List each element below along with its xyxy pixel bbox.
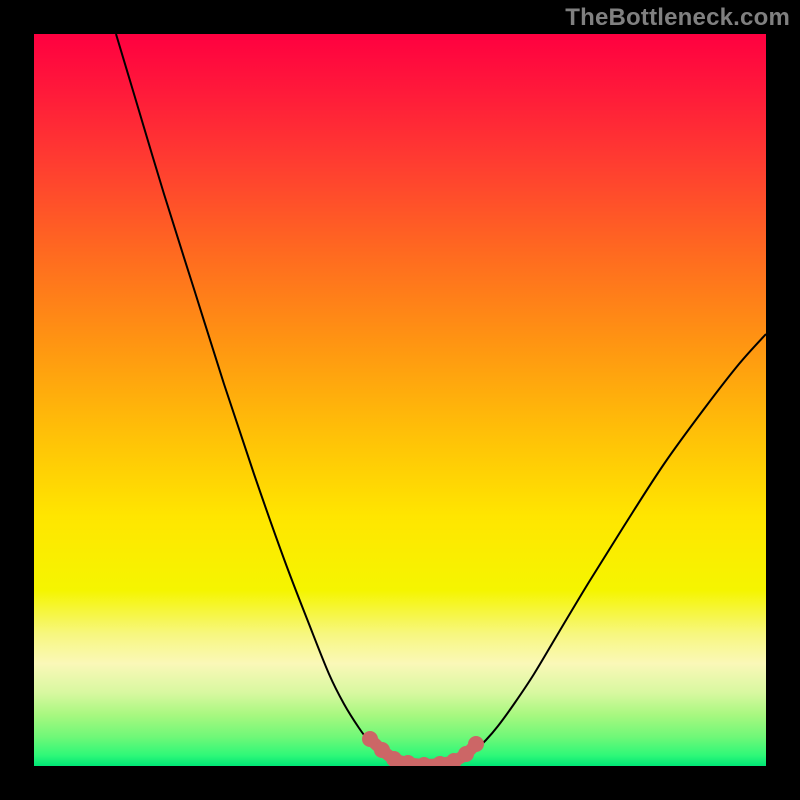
watermark-label: TheBottleneck.com [565, 4, 790, 32]
highlight-marker [386, 751, 402, 767]
highlight-marker [362, 731, 378, 747]
highlight-marker [468, 736, 484, 752]
chart-root: TheBottleneck.com [0, 0, 800, 800]
gradient-background [34, 34, 766, 766]
plot-area [34, 34, 766, 773]
bottleneck-chart [0, 0, 800, 800]
